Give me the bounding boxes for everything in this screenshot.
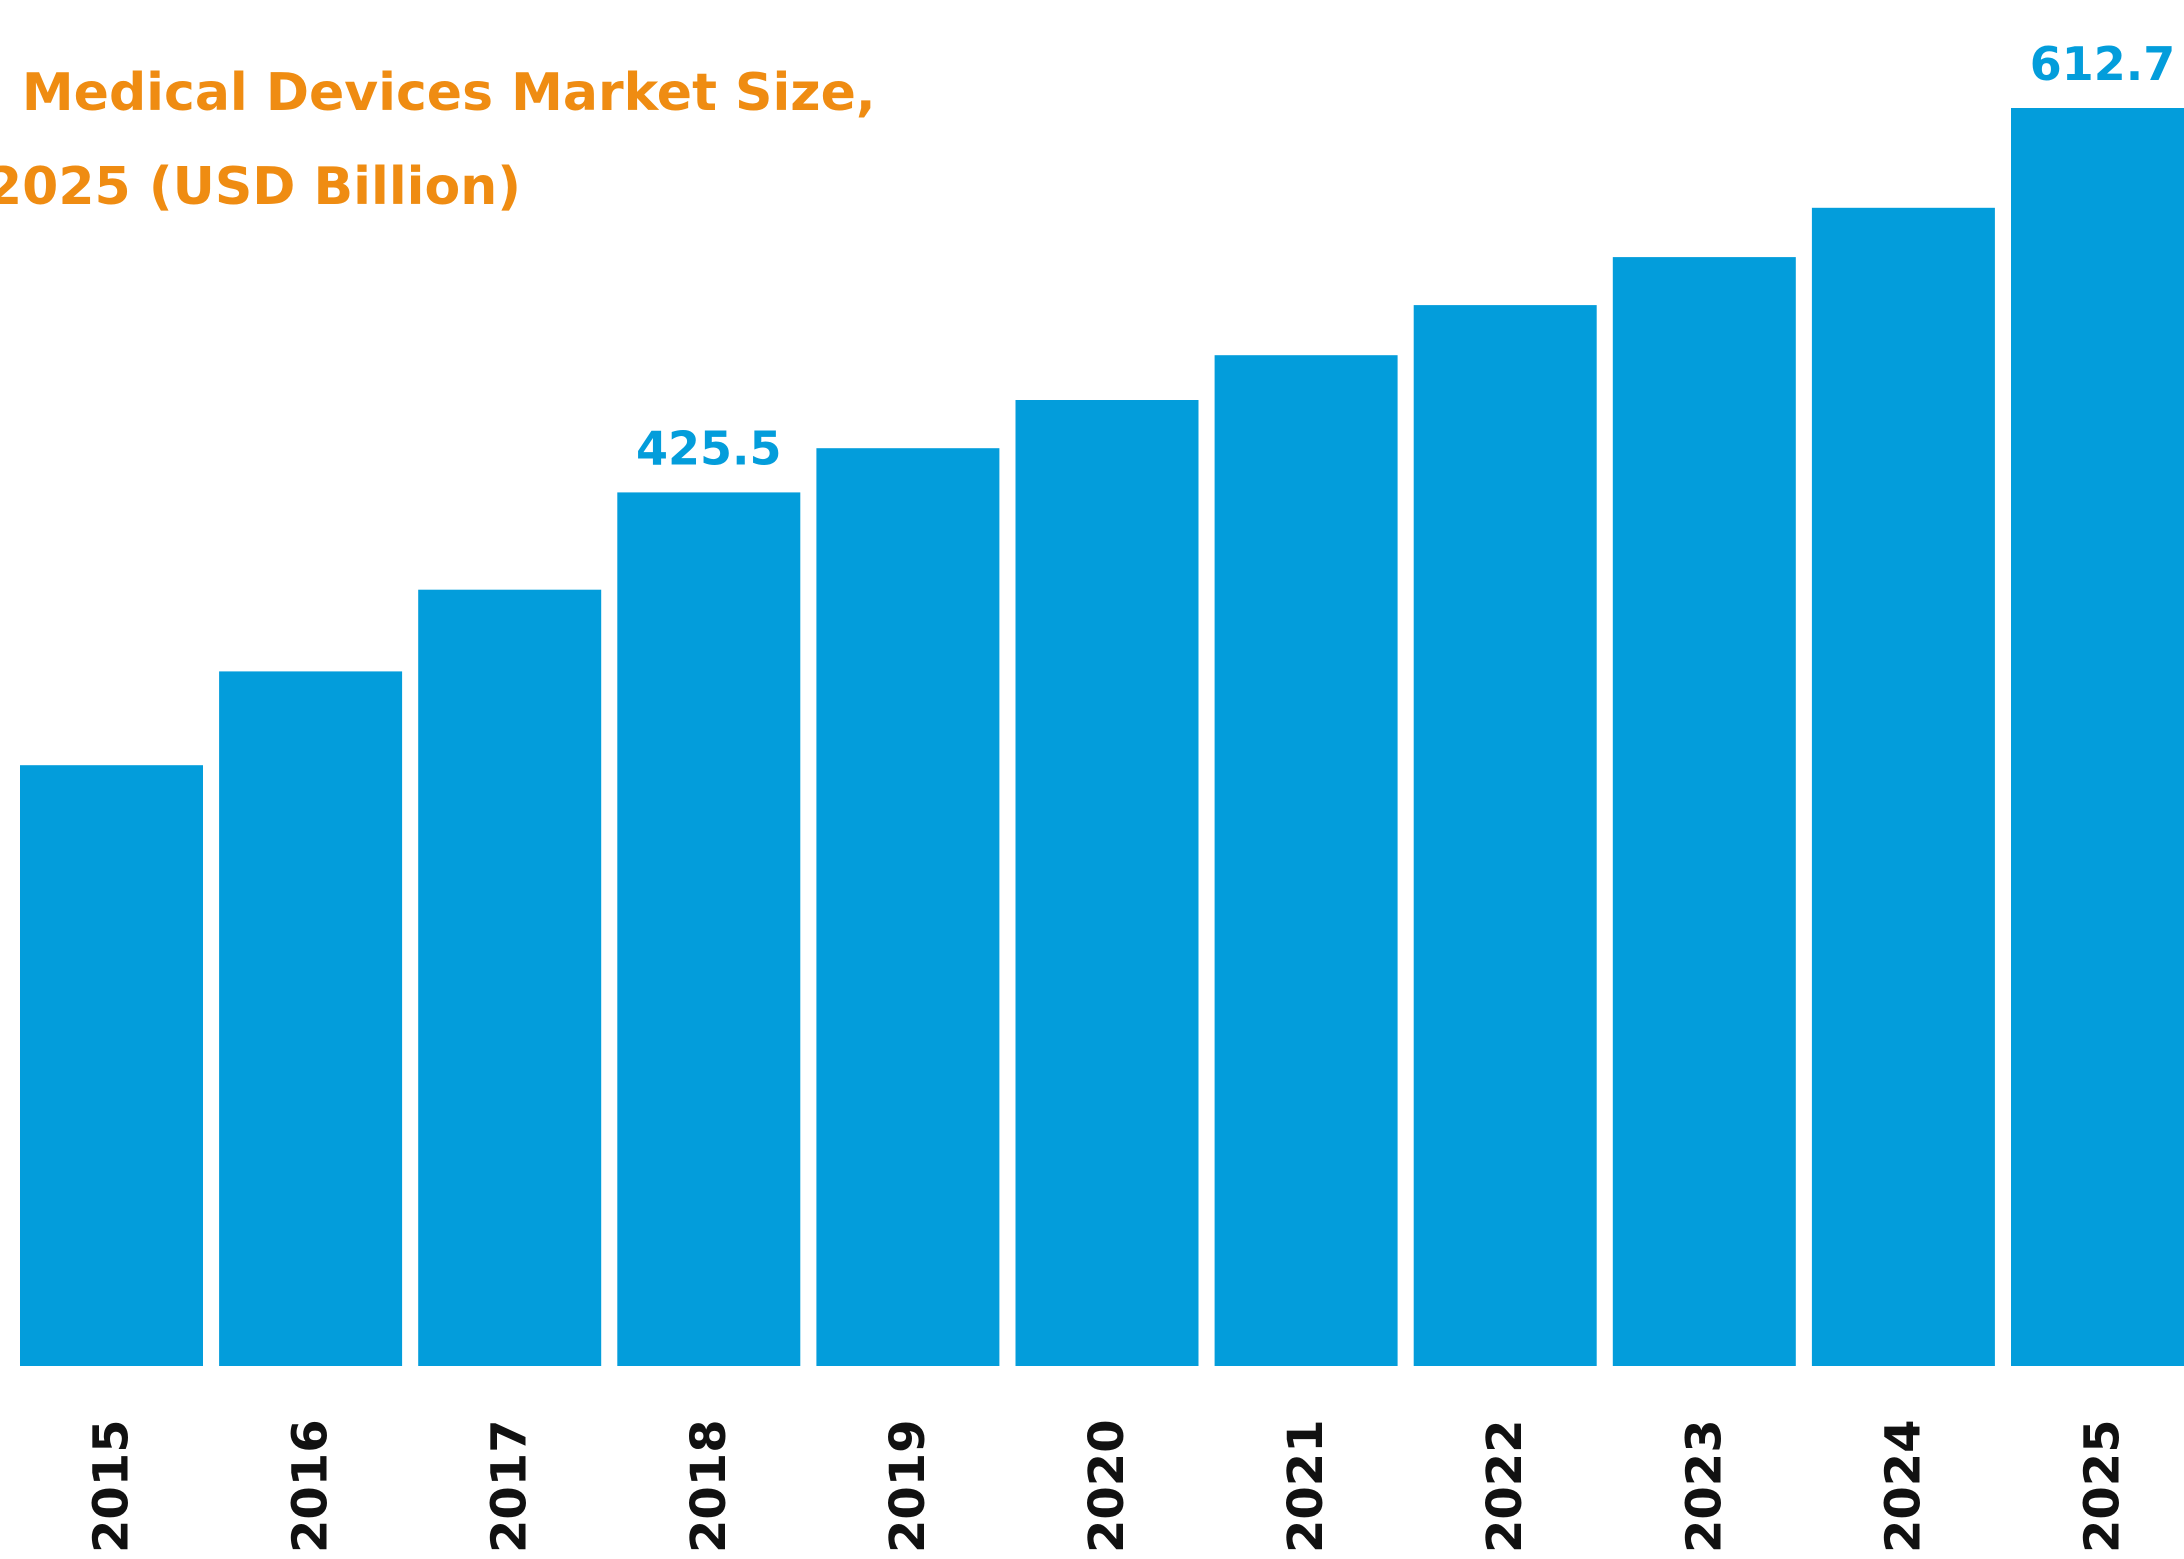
tick-label-2018: 2018 bbox=[681, 1419, 737, 1553]
tick-label-2025: 2025 bbox=[2075, 1419, 2131, 1553]
bar-2025 bbox=[2011, 108, 2184, 1366]
bar-2018 bbox=[617, 492, 801, 1366]
bar-2020 bbox=[1015, 400, 1199, 1366]
bar-2017 bbox=[418, 589, 602, 1366]
bar-2022 bbox=[1413, 305, 1597, 1367]
tick-label-2016: 2016 bbox=[283, 1419, 339, 1553]
bar-2019 bbox=[816, 448, 1000, 1366]
bar-2015 bbox=[20, 765, 203, 1366]
bars-group bbox=[20, 108, 2184, 1367]
tick-label-2022: 2022 bbox=[1477, 1419, 1533, 1553]
bar-2024 bbox=[1811, 207, 1995, 1366]
bar-2021 bbox=[1214, 355, 1398, 1366]
bar-2023 bbox=[1612, 257, 1796, 1367]
data-label-2018: 425.5 bbox=[636, 421, 782, 475]
chart-title-line-2: 2025 (USD Billion) bbox=[0, 157, 521, 217]
tick-label-2019: 2019 bbox=[880, 1419, 936, 1553]
data-labels-group: 425.5 612.7 bbox=[636, 37, 2175, 475]
bar-2016 bbox=[219, 671, 403, 1366]
tick-label-2020: 2020 bbox=[1079, 1419, 1135, 1553]
tick-label-2024: 2024 bbox=[1875, 1419, 1931, 1553]
chart-title-line-1: l Medical Devices Market Size, bbox=[0, 63, 876, 123]
chart-title: l Medical Devices Market Size, 2025 (USD… bbox=[0, 46, 876, 234]
tick-label-2023: 2023 bbox=[1676, 1419, 1732, 1553]
tick-label-2017: 2017 bbox=[482, 1419, 538, 1553]
tick-label-2015: 2015 bbox=[84, 1419, 140, 1553]
data-label-2025: 612.7 bbox=[2030, 37, 2176, 91]
x-axis-tick-labels: 2015 2016 2017 2018 2019 2020 2021 2022 2023 2024… bbox=[84, 1419, 2131, 1553]
tick-label-2021: 2021 bbox=[1278, 1419, 1334, 1553]
